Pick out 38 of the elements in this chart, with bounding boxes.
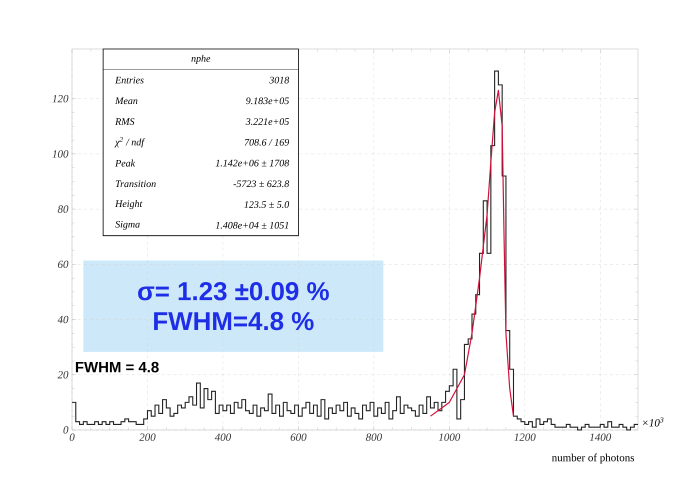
annotation: -5723 ± 623.8: [233, 180, 290, 188]
annotation: Sigma: [115, 220, 140, 230]
annotation: 3018: [269, 76, 290, 84]
y-tick-label: 40: [58, 316, 68, 324]
x-tick-label: 800: [366, 434, 382, 441]
annotation: 9.183e+05: [246, 97, 289, 104]
y-tick-label: 20: [58, 371, 68, 378]
annotation: FWHM=4.8 %: [154, 312, 314, 330]
annotation: 1.142e+06 ± 1708: [216, 160, 290, 166]
annotation: RMS: [115, 118, 134, 125]
x-tick-label: 0: [70, 434, 75, 441]
x-tick-label: 400: [214, 434, 232, 441]
y-tick-label: 0: [63, 426, 68, 434]
annotation: Peak: [115, 160, 136, 167]
x-tick-label: 1000: [438, 434, 460, 441]
y-tick-label: 60: [58, 260, 68, 268]
text: ×10$^{3}$: [643, 417, 664, 426]
x-axis-title: number of photons: [552, 454, 634, 464]
annotation: σ= 1.23 ±0.09 %: [138, 282, 329, 300]
annotation: Height: [115, 200, 142, 210]
y-tick-label: 120: [52, 94, 68, 102]
annotation: 3.221e+05: [246, 118, 289, 125]
x-tick-label: 600: [290, 434, 306, 441]
annotation: Transition: [116, 180, 156, 188]
annotation: Entries: [115, 76, 144, 84]
y-tick-label: 100: [52, 150, 68, 158]
y-tick-label: 80: [58, 205, 68, 213]
annotation: 1.408e+04 ± 1051: [216, 222, 288, 229]
annotation: χ$^{2}$ / ndf: [114, 137, 146, 148]
x-tick-label: 200: [139, 434, 156, 441]
line-series: [430, 90, 514, 417]
annotation: FWHM = 4.8: [76, 362, 159, 372]
annotation: nphe: [191, 54, 210, 64]
annotation: 708.6 / 169: [244, 138, 290, 146]
annotation: Mean: [115, 98, 138, 104]
x-tick-label: 1200: [514, 434, 536, 441]
x-tick-label: 1400: [590, 434, 612, 441]
annotation: 123.5 ± 5.0: [244, 201, 290, 208]
